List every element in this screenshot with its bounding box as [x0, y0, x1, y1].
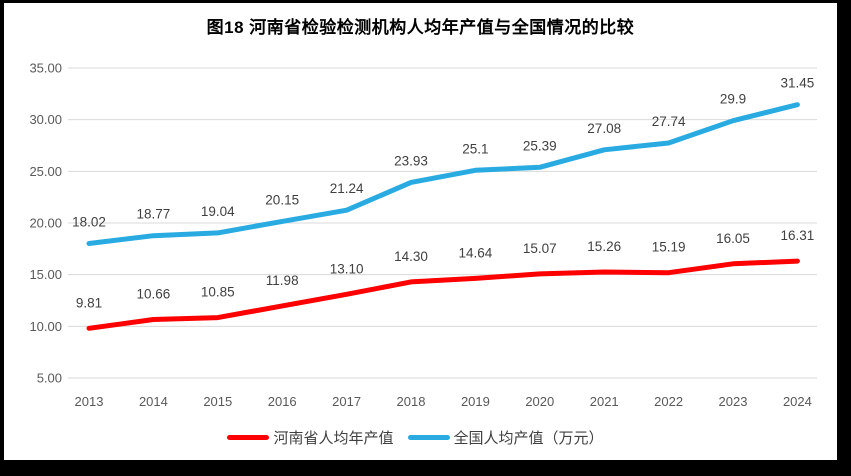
svg-text:2015: 2015	[203, 394, 232, 409]
svg-text:18.02: 18.02	[72, 215, 106, 230]
svg-text:2024: 2024	[783, 394, 812, 409]
svg-text:18.77: 18.77	[137, 207, 171, 222]
svg-text:16.31: 16.31	[781, 228, 815, 243]
svg-text:16.05: 16.05	[716, 231, 750, 246]
svg-text:20.15: 20.15	[265, 192, 299, 207]
svg-text:2018: 2018	[397, 394, 426, 409]
legend-label-national: 全国人均产值（万元）	[453, 430, 604, 447]
chart-title: 图18 河南省检验检测机构人均年产值与全国情况的比较	[206, 18, 635, 37]
svg-text:2019: 2019	[461, 394, 490, 409]
svg-text:2022: 2022	[654, 394, 683, 409]
svg-text:19.04: 19.04	[201, 204, 235, 219]
chart-canvas: 图18 河南省检验检测机构人均年产值与全国情况的比较 35.00 30.00 25.…	[4, 3, 837, 460]
svg-text:2016: 2016	[268, 394, 297, 409]
svg-text:20.00: 20.00	[29, 216, 62, 231]
svg-text:21.24: 21.24	[330, 181, 364, 196]
svg-text:35.00: 35.00	[29, 61, 62, 76]
svg-text:9.81: 9.81	[76, 295, 102, 310]
chart-svg: 35.00 30.00 25.00 20.00 15.00 10.00 5.00 2013 20…	[29, 61, 817, 409]
svg-text:23.93: 23.93	[394, 153, 428, 168]
legend-label-henan: 河南省人均年产值	[273, 430, 394, 447]
svg-text:10.66: 10.66	[137, 287, 171, 302]
svg-text:29.9: 29.9	[720, 92, 746, 107]
svg-text:2017: 2017	[332, 394, 361, 409]
svg-text:2023: 2023	[719, 394, 748, 409]
svg-text:14.64: 14.64	[459, 245, 493, 260]
svg-text:2020: 2020	[525, 394, 554, 409]
svg-text:31.45: 31.45	[781, 76, 815, 91]
svg-text:15.07: 15.07	[523, 241, 557, 256]
svg-text:27.74: 27.74	[652, 114, 686, 129]
svg-text:27.08: 27.08	[587, 121, 621, 136]
svg-text:14.30: 14.30	[394, 249, 428, 264]
svg-text:30.00: 30.00	[29, 112, 62, 127]
svg-text:25.39: 25.39	[523, 138, 557, 153]
svg-text:10.00: 10.00	[29, 319, 62, 334]
legend-swatch-national-line	[407, 435, 450, 440]
svg-text:5.00: 5.00	[37, 371, 62, 386]
chart-legend: 河南省人均年产值 全国人均产值（万元）	[4, 427, 837, 448]
svg-text:11.98: 11.98	[266, 273, 299, 288]
svg-text:15.19: 15.19	[652, 240, 686, 255]
svg-text:25.00: 25.00	[29, 164, 62, 179]
svg-text:2014: 2014	[139, 394, 168, 409]
svg-text:25.1: 25.1	[462, 141, 488, 156]
svg-text:2013: 2013	[75, 394, 104, 409]
svg-text:10.85: 10.85	[201, 285, 235, 300]
svg-text:15.26: 15.26	[587, 239, 621, 254]
svg-text:2021: 2021	[590, 394, 619, 409]
svg-text:15.00: 15.00	[29, 267, 62, 282]
svg-text:13.10: 13.10	[330, 261, 364, 276]
legend-swatch-henan-line	[227, 435, 270, 440]
